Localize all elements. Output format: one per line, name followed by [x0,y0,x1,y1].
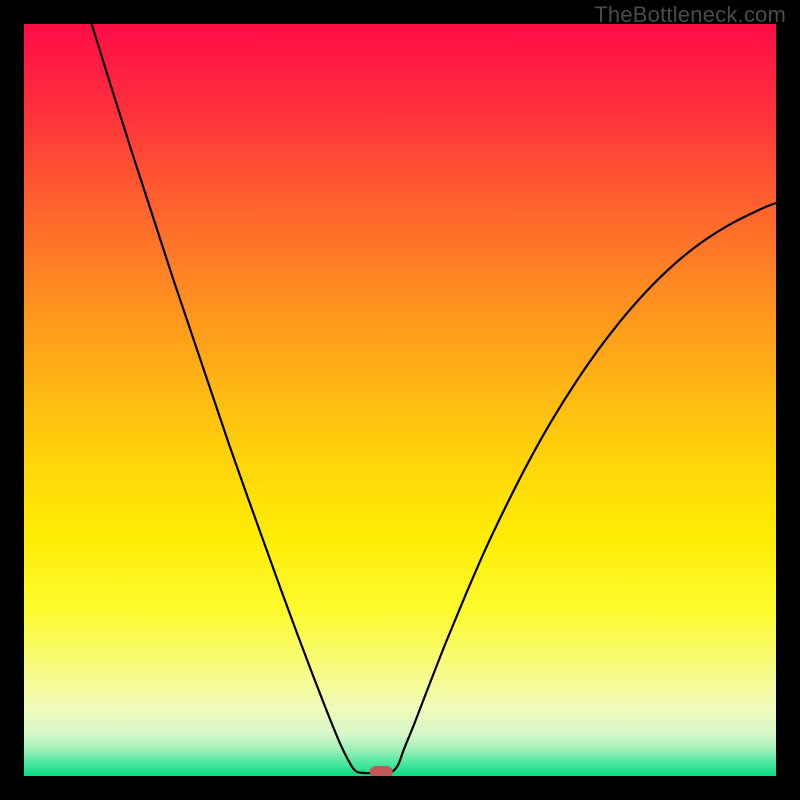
plot-area [24,24,776,776]
stage: TheBottleneck.com [0,0,800,800]
gradient-background [24,24,776,776]
curve-svg [24,24,776,776]
watermark-text: TheBottleneck.com [594,2,786,28]
minimum-marker [370,766,393,776]
